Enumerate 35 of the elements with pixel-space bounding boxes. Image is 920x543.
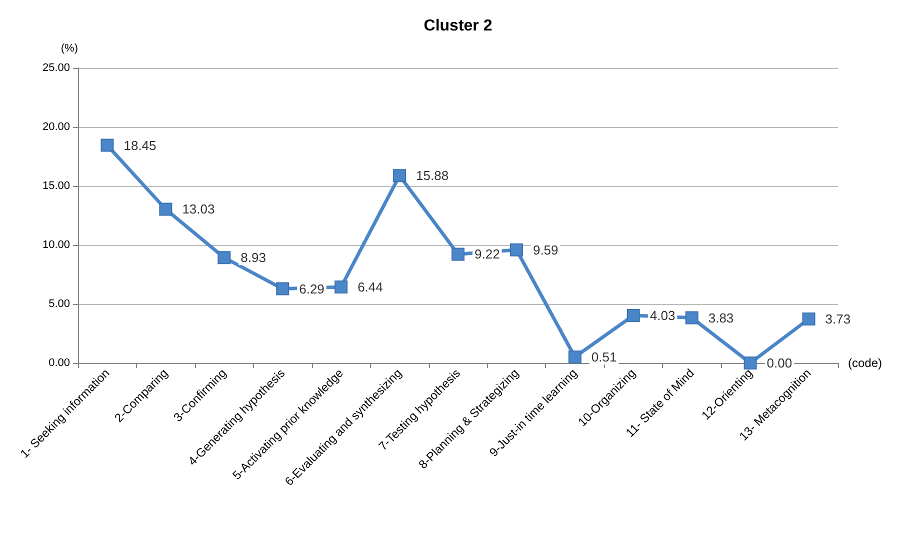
data-label: 15.88	[416, 168, 449, 184]
y-axis-title: (%)	[60, 42, 78, 54]
point	[100, 138, 114, 152]
data-label: 9.22	[474, 246, 500, 262]
chart-title: Cluster 2	[424, 18, 492, 34]
x-axis-title: (code)	[848, 356, 882, 370]
y-tick-label: 20.00	[42, 121, 70, 133]
data-label: 0.51	[591, 349, 617, 364]
data-label: 3.83	[708, 310, 734, 326]
point	[626, 308, 640, 322]
y-tick-label: 15.00	[42, 180, 70, 192]
point	[510, 243, 523, 256]
data-label: 6.29	[299, 281, 324, 296]
data-label: 9.59	[532, 242, 558, 258]
data-label: 0.00	[766, 356, 792, 370]
point	[218, 251, 231, 264]
data-label: 4.03	[650, 308, 676, 323]
point	[744, 356, 757, 370]
point	[393, 169, 406, 182]
point	[802, 312, 816, 326]
point	[452, 248, 464, 261]
y-tick-label: 5.00	[48, 298, 70, 310]
point	[685, 311, 698, 324]
point	[568, 350, 582, 364]
y-tick-label: 25.00	[42, 62, 70, 74]
y-tick-label: 10.00	[42, 239, 70, 251]
data-label: 6.44	[358, 280, 383, 295]
y-tick-label: 0.00	[48, 357, 70, 369]
data-label: 13.03	[182, 202, 215, 217]
data-label: 3.73	[825, 311, 851, 326]
point	[334, 280, 348, 294]
data-label: 8.93	[240, 250, 266, 266]
point	[276, 282, 290, 296]
data-label: 18.45	[124, 138, 156, 153]
point	[159, 202, 172, 216]
